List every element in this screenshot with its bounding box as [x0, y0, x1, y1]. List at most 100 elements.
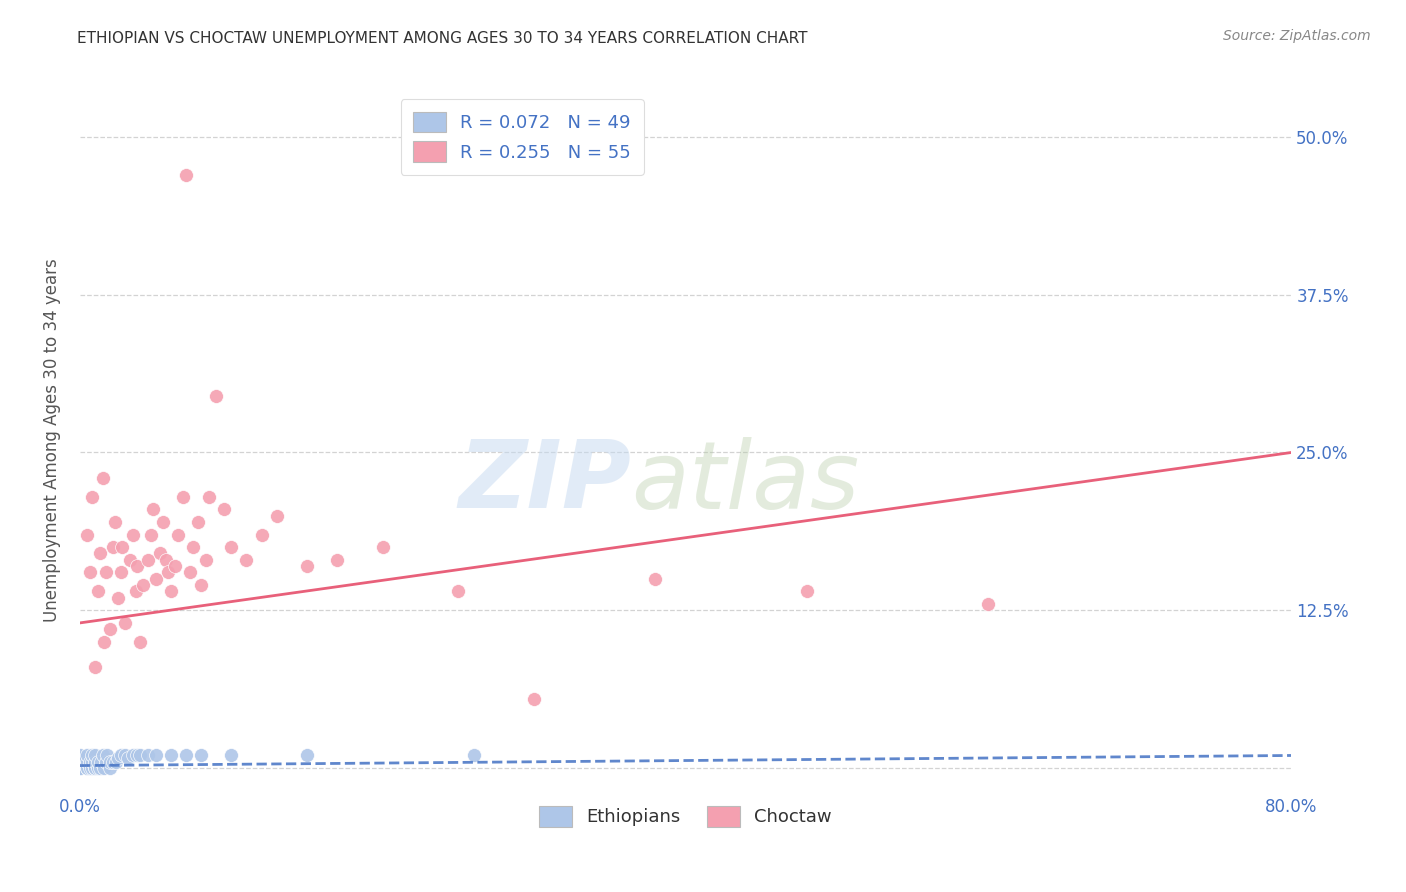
Point [76, 748, 98, 763]
Point [89, 761, 111, 775]
Point [129, 635, 152, 649]
Point [114, 615, 136, 630]
Point [110, 566, 132, 580]
Point [221, 540, 243, 554]
Point [122, 527, 145, 541]
Point [326, 553, 349, 567]
Point [295, 748, 318, 763]
Point [69, 761, 91, 775]
Point [87, 755, 110, 769]
Point [76, 761, 98, 775]
Point [69, 761, 91, 775]
Point [174, 168, 197, 182]
Point [69, 761, 91, 775]
Point [447, 584, 470, 599]
Point [125, 584, 148, 599]
Point [91, 748, 114, 763]
Point [266, 508, 288, 523]
Point [523, 691, 546, 706]
Point [371, 540, 394, 554]
Point [104, 515, 127, 529]
Legend: Ethiopians, Choctaw: Ethiopians, Choctaw [531, 798, 839, 834]
Point [187, 515, 209, 529]
Point [98, 622, 121, 636]
Point [127, 559, 149, 574]
Point [117, 751, 139, 765]
Point [250, 527, 273, 541]
Text: ZIP: ZIP [458, 436, 631, 528]
Point [90, 755, 112, 769]
Point [136, 553, 159, 567]
Y-axis label: Unemployment Among Ages 30 to 34 years: Unemployment Among Ages 30 to 34 years [44, 258, 60, 622]
Point [114, 748, 136, 763]
Point [235, 553, 257, 567]
Point [796, 584, 818, 599]
Point [76, 761, 98, 775]
Point [94, 566, 117, 580]
Point [94, 755, 117, 769]
Point [93, 635, 115, 649]
Point [76, 527, 98, 541]
Point [174, 748, 197, 763]
Point [212, 502, 235, 516]
Point [159, 748, 181, 763]
Point [111, 540, 134, 554]
Point [159, 584, 181, 599]
Point [179, 566, 201, 580]
Point [93, 761, 115, 775]
Point [105, 755, 128, 769]
Point [132, 578, 155, 592]
Point [69, 761, 91, 775]
Point [145, 748, 167, 763]
Point [69, 761, 91, 775]
Point [103, 540, 125, 554]
Point [167, 527, 190, 541]
Point [84, 748, 107, 763]
Point [110, 748, 132, 763]
Point [183, 540, 205, 554]
Point [69, 748, 91, 763]
Point [80, 761, 103, 775]
Point [96, 748, 118, 763]
Point [194, 553, 217, 567]
Point [155, 553, 177, 567]
Point [103, 755, 125, 769]
Point [197, 490, 219, 504]
Point [79, 566, 101, 580]
Point [145, 572, 167, 586]
Point [69, 755, 91, 769]
Point [118, 553, 141, 567]
Text: ETHIOPIAN VS CHOCTAW UNEMPLOYMENT AMONG AGES 30 TO 34 YEARS CORRELATION CHART: ETHIOPIAN VS CHOCTAW UNEMPLOYMENT AMONG … [77, 31, 808, 46]
Point [127, 748, 149, 763]
Point [98, 755, 121, 769]
Point [129, 748, 152, 763]
Point [91, 471, 114, 485]
Point [172, 490, 194, 504]
Point [84, 761, 107, 775]
Point [190, 578, 212, 592]
Point [80, 755, 103, 769]
Point [76, 755, 98, 769]
Point [142, 502, 165, 516]
Point [69, 751, 91, 765]
Point [84, 761, 107, 775]
Point [122, 748, 145, 763]
Text: Source: ZipAtlas.com: Source: ZipAtlas.com [1223, 29, 1371, 43]
Point [165, 559, 187, 574]
Point [84, 660, 107, 674]
Point [87, 584, 110, 599]
Point [221, 748, 243, 763]
Point [87, 761, 110, 775]
Point [79, 761, 101, 775]
Point [136, 748, 159, 763]
Point [156, 566, 179, 580]
Point [84, 755, 107, 769]
Point [295, 559, 318, 574]
Point [977, 597, 1000, 611]
Point [80, 748, 103, 763]
Point [107, 751, 129, 765]
Point [190, 748, 212, 763]
Point [644, 572, 666, 586]
Text: atlas: atlas [631, 437, 859, 528]
Point [69, 761, 91, 775]
